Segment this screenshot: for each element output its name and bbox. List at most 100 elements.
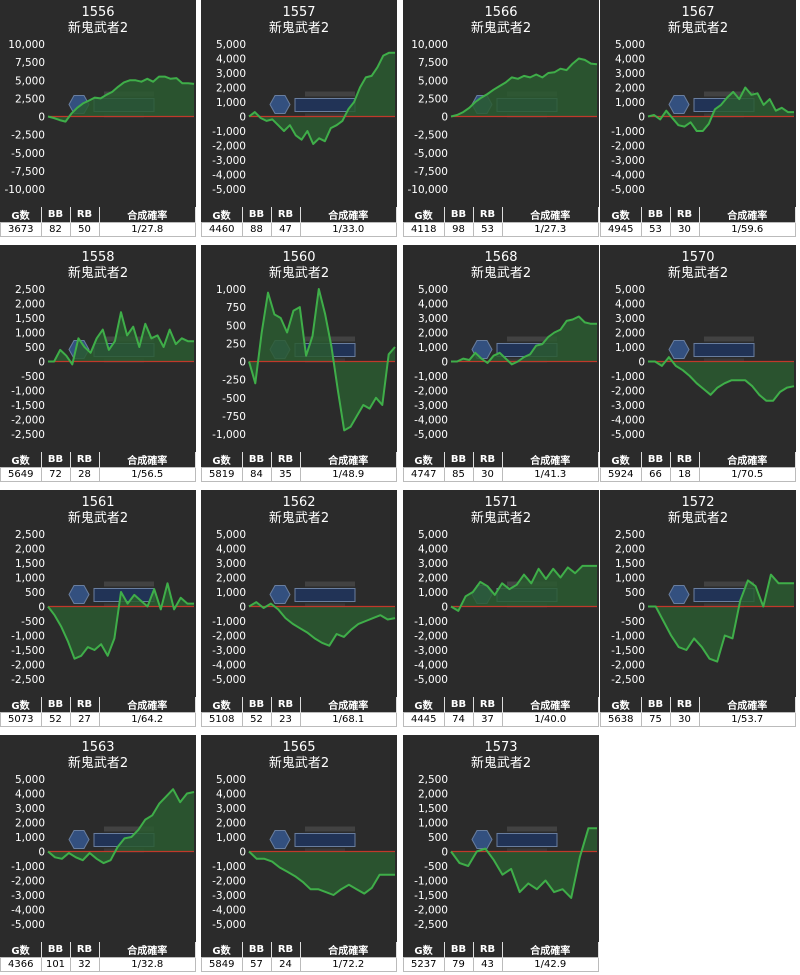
y-tick-label: -3,000 bbox=[11, 890, 45, 902]
chart-panel[interactable]: 1570 新鬼武者2 5,000 4,000 3,000 2,000 1,000 0 -1,00… bbox=[600, 245, 796, 482]
stats-header: 合成確率 bbox=[699, 452, 796, 468]
area-fill bbox=[249, 52, 395, 145]
y-tick-label: 2,000 bbox=[418, 573, 448, 585]
y-tick-label: -3,000 bbox=[611, 155, 645, 167]
chart-panel[interactable]: 1560 新鬼武者2 1,000 750 500 250 0 -250 -500 -750 -1,0… bbox=[201, 245, 397, 482]
y-tick-label: 7,500 bbox=[15, 57, 45, 69]
y-tick-label: 5,000 bbox=[418, 284, 448, 296]
machine-number: 1567 bbox=[681, 5, 715, 20]
stats-header: RB bbox=[670, 697, 700, 713]
y-tick-label: -500 bbox=[21, 616, 45, 628]
stats-value: 5819 bbox=[201, 467, 243, 482]
stats-value: 43 bbox=[472, 957, 503, 972]
stats-header: BB bbox=[444, 942, 474, 958]
stats-header: BB bbox=[444, 452, 474, 468]
stats-header: 合成確率 bbox=[699, 697, 796, 713]
y-tick-label: -2,000 bbox=[414, 905, 448, 917]
y-tick-label: -5,000 bbox=[414, 674, 448, 686]
y-tick-label: -2,500 bbox=[414, 919, 448, 931]
series-line bbox=[248, 850, 395, 896]
stats-header: RB bbox=[271, 207, 301, 223]
chart-panel[interactable]: 1566 新鬼武者2 10,000 7,500 5,000 2,500 0 -2,500 -5,… bbox=[403, 0, 599, 237]
y-tick-label: -1,000 bbox=[414, 371, 448, 383]
stats-value: 47 bbox=[270, 222, 301, 237]
chart-panel[interactable]: 1562 新鬼武者2 5,000 4,000 3,000 2,000 1,000 0 -1,00… bbox=[201, 490, 397, 727]
chart-panel[interactable]: 1572 新鬼武者2 2,500 2,000 1,500 1,000 500 0 -500 -1,… bbox=[600, 490, 796, 727]
y-tick-label: 0 bbox=[239, 602, 246, 614]
stats-value: 23 bbox=[270, 712, 301, 727]
y-tick-label: -5,000 bbox=[611, 184, 645, 196]
stats-header: G数 bbox=[0, 207, 42, 223]
chart-panel[interactable]: 1557 新鬼武者2 5,000 4,000 3,000 2,000 1,000 0 -1,00… bbox=[201, 0, 397, 237]
y-tick-label: 10,000 bbox=[8, 39, 45, 51]
stats-header: G数 bbox=[403, 452, 445, 468]
graph-area: 5,000 4,000 3,000 2,000 1,000 0 -1,000 -2,000 -3… bbox=[414, 284, 597, 441]
stats-value: 75 bbox=[640, 712, 671, 727]
y-tick-label: 2,000 bbox=[216, 818, 246, 830]
stats-value: 4445 bbox=[403, 712, 445, 727]
stats-value: 27 bbox=[69, 712, 100, 727]
stats-table: G数 BB RB 合成確率 5924 66 18 1/70.5 bbox=[600, 452, 796, 482]
y-tick-label: 1,000 bbox=[15, 573, 45, 585]
y-tick-label: 5,000 bbox=[15, 75, 45, 87]
y-tick-label: 0 bbox=[38, 847, 45, 859]
y-tick-label: -1,000 bbox=[212, 429, 246, 441]
machine-number: 1570 bbox=[681, 250, 715, 265]
chart-panel[interactable]: 1558 新鬼武者2 2,500 2,000 1,500 1,000 500 0 -500 -1,… bbox=[0, 245, 196, 482]
machine-number: 1565 bbox=[282, 740, 316, 755]
y-tick-label: -1,000 bbox=[611, 126, 645, 138]
stats-header: G数 bbox=[201, 697, 243, 713]
chart-panel[interactable]: 1563 新鬼武者2 5,000 4,000 3,000 2,000 1,000 0 -1,00… bbox=[0, 735, 196, 972]
stats-value: 66 bbox=[640, 467, 671, 482]
y-tick-label: 4,000 bbox=[216, 544, 246, 556]
stats-table: G数 BB RB 合成確率 5237 79 43 1/42.9 bbox=[403, 942, 599, 972]
stats-header: 合成確率 bbox=[300, 207, 397, 223]
stats-header: G数 bbox=[0, 697, 42, 713]
stats-header: RB bbox=[70, 697, 100, 713]
stats-value: 5638 bbox=[600, 712, 642, 727]
chart-panel[interactable]: 1561 新鬼武者2 2,500 2,000 1,500 1,000 500 0 -500 -1,… bbox=[0, 490, 196, 727]
stats-header: 合成確率 bbox=[99, 452, 196, 468]
chart-panel[interactable]: 1573 新鬼武者2 2,500 2,000 1,500 1,000 500 0 -500 -1,… bbox=[403, 735, 599, 972]
chart-panel[interactable]: 1571 新鬼武者2 5,000 4,000 3,000 2,000 1,000 0 -1,00… bbox=[403, 490, 599, 727]
stats-header: RB bbox=[473, 942, 503, 958]
graph-area: 10,000 7,500 5,000 2,500 0 -2,500 -5,000 -7,500… bbox=[4, 39, 195, 196]
y-tick-label: -2,000 bbox=[414, 386, 448, 398]
y-tick-label: 2,500 bbox=[418, 774, 448, 786]
chart-panel[interactable]: 1568 新鬼武者2 5,000 4,000 3,000 2,000 1,000 0 -1,00… bbox=[403, 245, 599, 482]
y-tick-label: -5,000 bbox=[414, 429, 448, 441]
watermark-logo bbox=[668, 581, 755, 608]
stats-value: 1/48.9 bbox=[299, 467, 397, 482]
y-tick-label: -500 bbox=[424, 861, 448, 873]
y-tick-label: -4,000 bbox=[611, 170, 645, 182]
y-tick-label: 1,000 bbox=[418, 342, 448, 354]
y-tick-label: -5,000 bbox=[212, 674, 246, 686]
y-tick-label: 0 bbox=[38, 602, 45, 614]
y-tick-label: 0 bbox=[38, 357, 45, 369]
stats-table: G数 BB RB 合成確率 3673 82 50 1/27.8 bbox=[0, 207, 196, 237]
y-tick-label: 750 bbox=[226, 302, 246, 314]
y-tick-label: -2,000 bbox=[11, 876, 45, 888]
y-tick-label: -4,000 bbox=[212, 170, 246, 182]
series-line bbox=[48, 311, 194, 366]
watermark-logo bbox=[269, 91, 356, 118]
y-tick-label: -4,000 bbox=[11, 905, 45, 917]
model-name: 新鬼武者2 bbox=[67, 756, 129, 771]
y-tick-label: 2,500 bbox=[615, 529, 645, 541]
chart-panel[interactable]: 1565 新鬼武者2 5,000 4,000 3,000 2,000 1,000 0 -1,00… bbox=[201, 735, 397, 972]
stats-table: G数 BB RB 合成確率 5073 52 27 1/64.2 bbox=[0, 697, 196, 727]
y-tick-label: 1,000 bbox=[615, 573, 645, 585]
stats-header: BB bbox=[641, 697, 671, 713]
stats-header: RB bbox=[271, 452, 301, 468]
y-tick-label: -1,000 bbox=[212, 616, 246, 628]
chart-panel[interactable]: 1567 新鬼武者2 5,000 4,000 3,000 2,000 1,000 0 -1,00… bbox=[600, 0, 796, 237]
y-tick-label: 1,000 bbox=[216, 97, 246, 109]
stats-header: BB bbox=[641, 207, 671, 223]
y-tick-label: -7,500 bbox=[414, 166, 448, 178]
stats-value: 1/32.8 bbox=[98, 957, 196, 972]
machine-number: 1566 bbox=[484, 5, 518, 20]
graph-area: 5,000 4,000 3,000 2,000 1,000 0 -1,000 -2,000 -3… bbox=[212, 529, 396, 686]
graph-area: 5,000 4,000 3,000 2,000 1,000 0 -1,000 -2,000 -3… bbox=[414, 529, 597, 686]
stats-value: 52 bbox=[40, 712, 71, 727]
chart-panel[interactable]: 1556 新鬼武者2 10,000 7,500 5,000 2,500 0 -2,500 -5,… bbox=[0, 0, 196, 237]
